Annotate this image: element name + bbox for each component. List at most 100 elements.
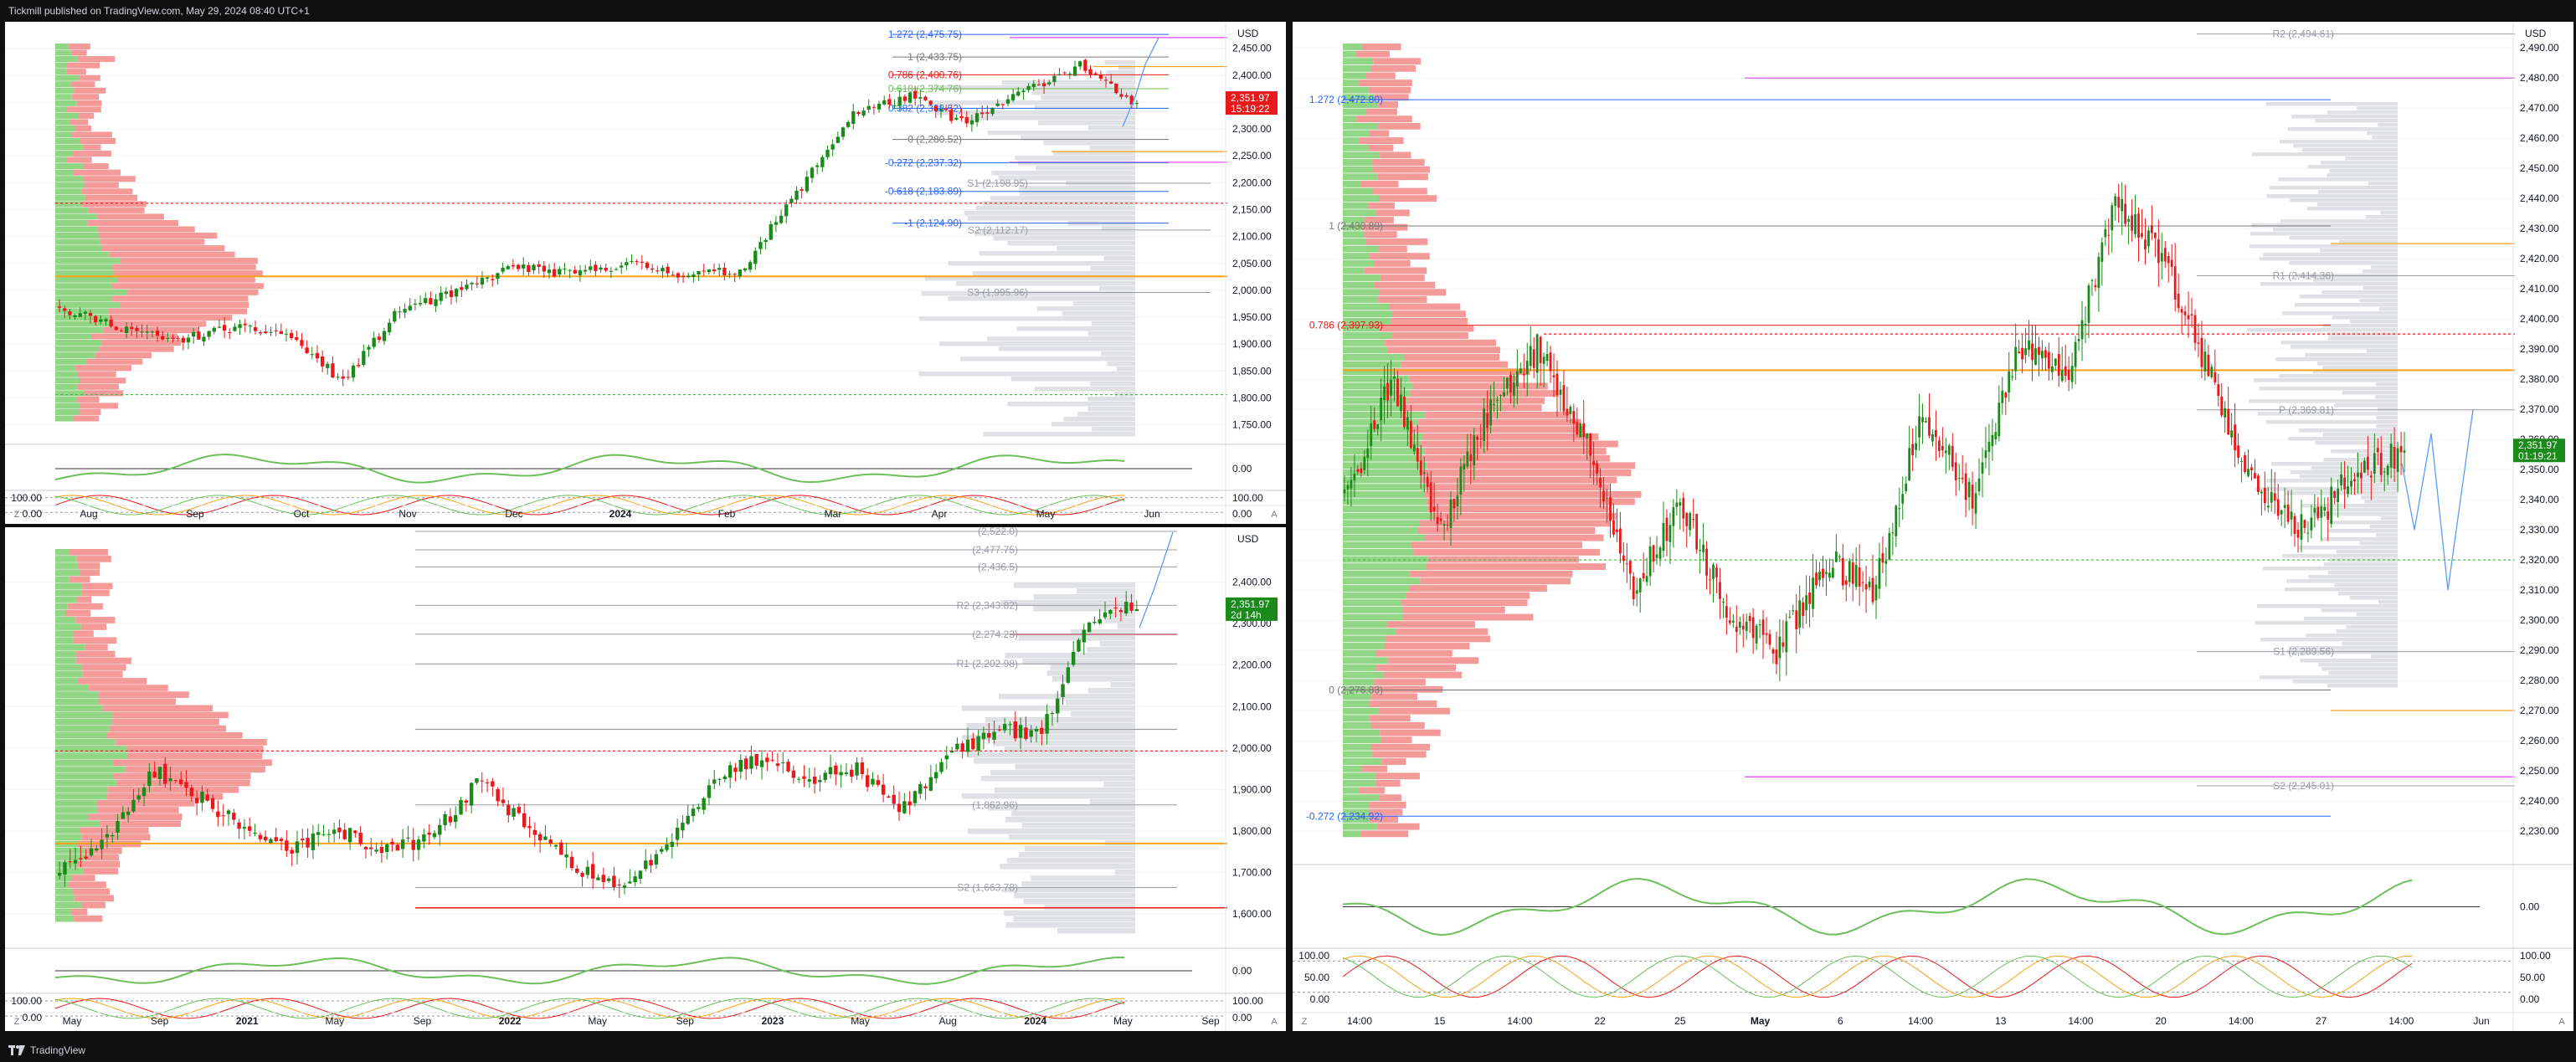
vp-bar-right — [2380, 516, 2398, 521]
vp-bar-sell — [1401, 599, 1528, 607]
vp-bar-sell — [1368, 86, 1411, 94]
vp-bar-right — [2255, 487, 2398, 491]
vp-bar-right — [1004, 746, 1135, 752]
candle-body — [1093, 73, 1098, 75]
vp-bar-sell — [1404, 404, 1542, 412]
vp-bar-buy — [1343, 490, 1425, 498]
vp-bar-buy — [55, 915, 75, 922]
candle-body — [1496, 399, 1499, 401]
candle-body — [1828, 572, 1831, 578]
vp-bar-sell — [1409, 375, 1517, 382]
price-label: 2,351.97 — [2518, 439, 2558, 451]
candle-body — [459, 799, 463, 815]
pivot-label: (1,862.96) — [972, 799, 1018, 811]
candle-body — [464, 800, 469, 803]
candle-body — [638, 870, 643, 880]
fib-label: -0.272 (2,234.92) — [1306, 810, 1383, 822]
candle-body — [839, 772, 843, 776]
vp-bar-sell — [127, 752, 263, 759]
chart-panel-hourly[interactable]: 1.272 (2,472.80) 1 (2,430.89) 0.786 (2,397… — [1293, 22, 2573, 1031]
vp-bar-sell — [101, 245, 225, 252]
vp-bar-buy — [1343, 527, 1418, 534]
vp-bar-right — [2290, 345, 2398, 349]
candle-body — [1798, 600, 1802, 628]
candle-body — [754, 753, 758, 766]
candle-body — [2131, 215, 2133, 231]
candle-body — [126, 811, 131, 815]
candle-body — [564, 854, 568, 858]
candle-body — [913, 90, 918, 99]
candle-body — [1851, 562, 1854, 584]
vp-bar-right — [2323, 562, 2398, 567]
candle-body — [733, 767, 738, 772]
candle-body — [2074, 341, 2077, 367]
vp-bar-right — [2321, 667, 2398, 671]
vp-bar-buy — [55, 94, 72, 100]
candle-body — [2340, 474, 2342, 486]
candle-body — [305, 347, 309, 353]
candle-body — [427, 832, 431, 835]
vp-bar-right — [2287, 127, 2398, 131]
vp-bar-right — [1063, 417, 1135, 422]
chart-panel-daily[interactable]: 1.272 (2,475.75) 1 (2,433.75) 0.786 (2,400… — [5, 22, 1286, 524]
vp-bar-right — [2334, 403, 2398, 408]
candle-body — [1895, 505, 1898, 536]
vp-bar-right — [990, 770, 1135, 776]
candle-body — [432, 833, 437, 838]
candle-body — [2111, 205, 2114, 231]
y-tick-label: 1,700.00 — [1232, 867, 1272, 879]
x-tick-label: 14:00 — [1908, 1015, 1933, 1027]
candle-body — [997, 729, 1002, 731]
vp-bar-sell — [1378, 245, 1407, 253]
vp-bar-right — [2273, 228, 2398, 232]
x-tick-label: 13 — [1995, 1015, 2007, 1027]
vp-bar-sell — [67, 156, 92, 163]
candle-body — [2024, 348, 2027, 356]
vp-bar-buy — [1343, 332, 1392, 339]
price-label: 2,351.97 — [1231, 598, 1270, 610]
candle-body — [2121, 198, 2124, 212]
vp-bar-sell — [1375, 209, 1410, 217]
candle-body — [390, 841, 394, 845]
vp-bar-right — [993, 236, 1135, 241]
candle-body — [738, 269, 742, 277]
candle-body — [1957, 478, 1961, 480]
candle-body — [186, 337, 191, 343]
vp-bar-sell — [65, 62, 100, 69]
x-tick-label: Sep — [676, 1015, 695, 1027]
candle-body — [841, 127, 846, 137]
vp-bar-right — [1000, 864, 1135, 870]
vp-bar-right — [1110, 682, 1135, 688]
candle-body — [1778, 636, 1782, 659]
vp-bar-right — [2363, 286, 2398, 290]
vp-bar-buy — [55, 596, 77, 603]
chart-panel-weekly[interactable]: (2,522.0) (2,477.75) (2,436.5) R2 (2,343.82… — [5, 527, 1286, 1031]
candle-body — [135, 327, 139, 331]
vp-bar-buy — [1343, 202, 1369, 209]
vp-bar-buy — [55, 245, 102, 252]
candle-body — [964, 116, 969, 124]
vp-bar-sell — [1374, 281, 1436, 289]
candle-body — [217, 326, 222, 328]
vp-bar-buy — [55, 556, 77, 562]
candle-body — [68, 311, 72, 316]
candle-body — [2054, 358, 2057, 366]
candle-body — [269, 331, 273, 333]
pivot-label: R2 (2,343.82) — [957, 599, 1018, 611]
vp-bar-buy — [1343, 411, 1426, 418]
vp-bar-right — [948, 261, 1135, 266]
candle-body — [633, 876, 637, 883]
candle-body — [1360, 468, 1363, 474]
y-tick-label: 1,950.00 — [1232, 311, 1272, 323]
x-tick-label: Jun — [1144, 508, 1159, 520]
vp-bar-right — [2321, 608, 2398, 613]
candle-body — [248, 826, 252, 831]
candles — [57, 591, 1139, 898]
candle-body — [1476, 436, 1479, 440]
vp-bar-buy — [1343, 787, 1360, 794]
y-tick-label: 2,430.00 — [2520, 223, 2559, 234]
candle-body — [1579, 423, 1582, 438]
candle-body — [553, 269, 557, 277]
vp-bar-buy — [1343, 382, 1413, 390]
pivot-label: P (2,369.81) — [2279, 404, 2334, 416]
